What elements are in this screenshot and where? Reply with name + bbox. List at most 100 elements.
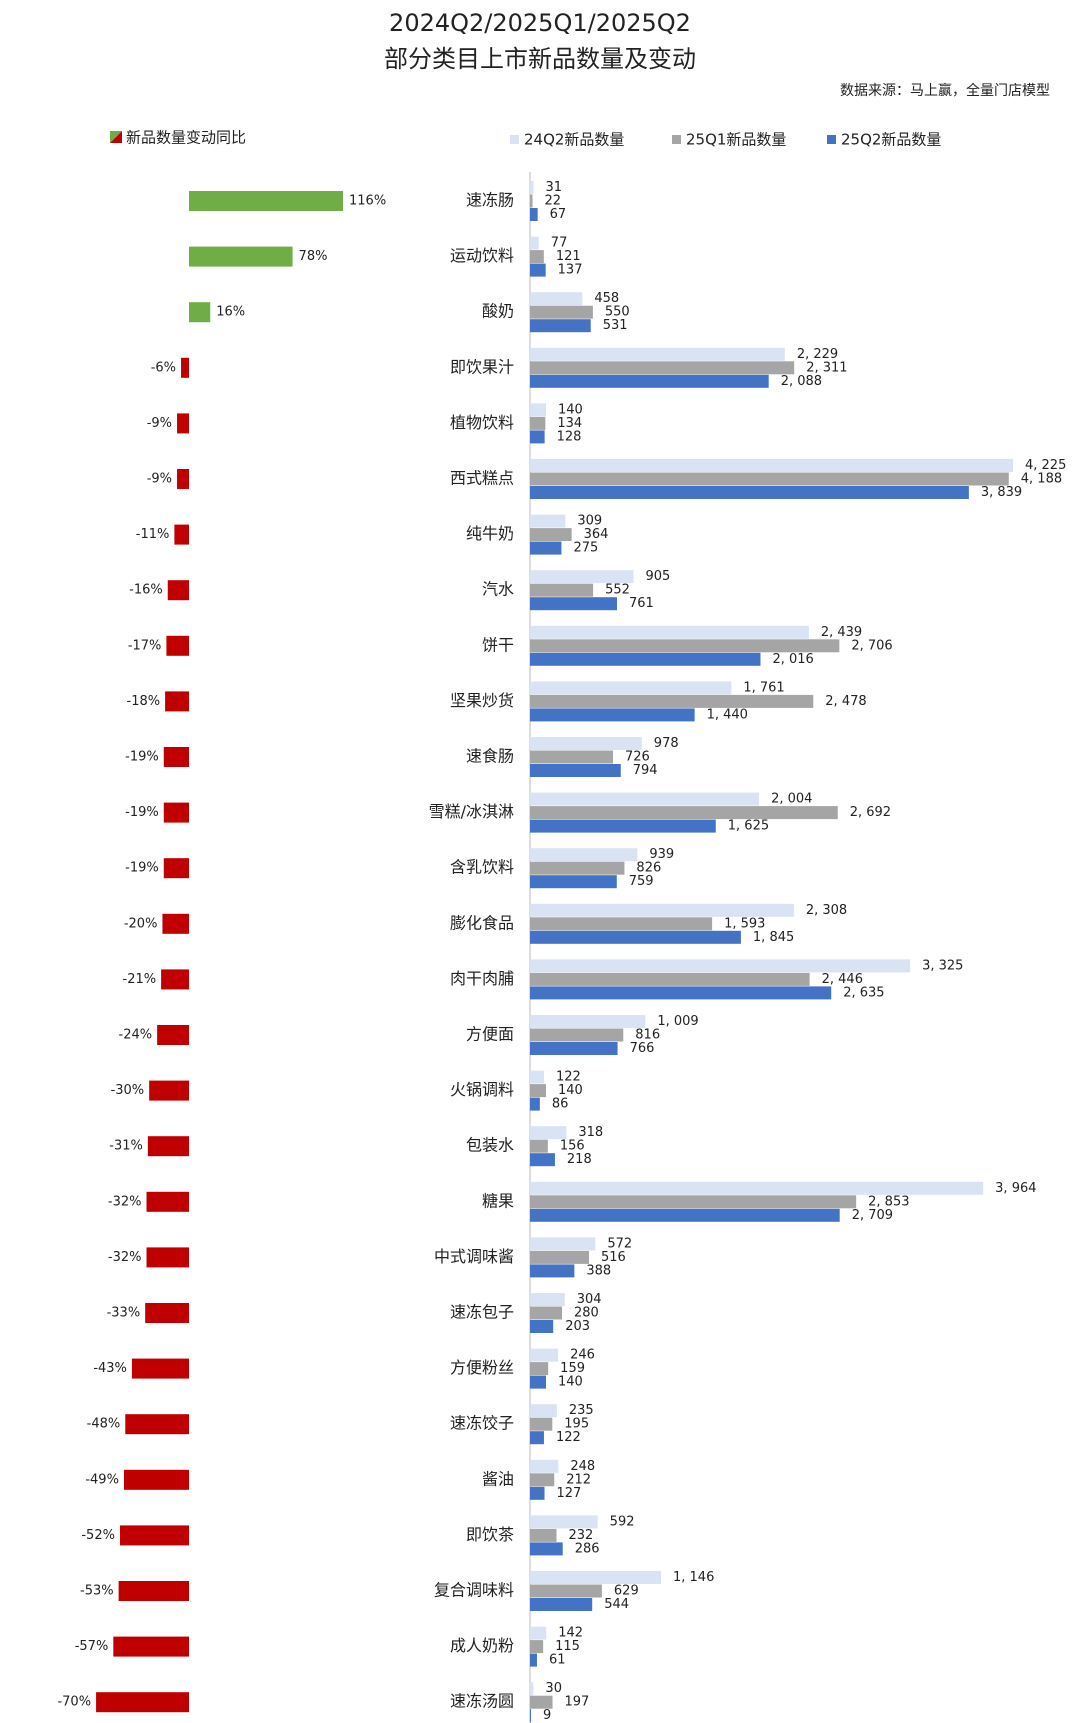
bar — [530, 319, 591, 333]
bar — [147, 1136, 189, 1157]
data-label: -32% — [108, 1194, 142, 1209]
category-label: 肉干肉脯 — [450, 969, 514, 988]
data-label: 458 — [594, 291, 619, 306]
data-label: 318 — [578, 1125, 603, 1140]
bar — [530, 1584, 602, 1598]
bar — [530, 1486, 545, 1500]
bar — [530, 1306, 563, 1320]
category-label: 速冻肠 — [466, 191, 514, 210]
bar — [123, 1469, 189, 1490]
data-label: 140 — [558, 402, 583, 417]
data-label: 122 — [556, 1070, 581, 1085]
bar — [162, 913, 189, 934]
data-label: 2, 709 — [852, 1208, 893, 1223]
data-label: 4, 188 — [1021, 472, 1062, 487]
bar — [530, 459, 1013, 472]
data-label: 142 — [558, 1626, 583, 1641]
data-label: -19% — [125, 750, 159, 765]
bar — [530, 1375, 547, 1389]
bar — [530, 208, 538, 221]
data-label: 304 — [577, 1292, 602, 1307]
category-label: 中式调味酱 — [434, 1247, 514, 1266]
bar — [530, 819, 716, 833]
bar — [118, 1581, 189, 1601]
data-label: 2, 635 — [843, 985, 884, 1000]
bar — [530, 1528, 557, 1542]
bar — [530, 430, 545, 444]
data-label: 159 — [560, 1361, 585, 1376]
bar — [530, 1084, 547, 1098]
data-label: 275 — [573, 541, 598, 556]
data-label: -52% — [81, 1528, 115, 1543]
bar — [530, 694, 814, 708]
data-label: 1, 009 — [657, 1014, 698, 1029]
data-label: 794 — [633, 763, 658, 778]
data-label: 246 — [570, 1348, 595, 1363]
bar — [530, 1126, 567, 1140]
bar — [530, 625, 809, 639]
bar — [530, 848, 638, 862]
bar — [530, 1515, 598, 1529]
data-label: 2, 446 — [822, 972, 863, 987]
data-label: 759 — [629, 874, 654, 889]
data-label: 2, 706 — [851, 638, 892, 653]
data-label: 2, 229 — [797, 347, 838, 362]
category-label: 糖果 — [482, 1191, 514, 1210]
data-label: -24% — [119, 1028, 153, 1043]
category-label: 包装水 — [466, 1136, 514, 1155]
bar — [530, 305, 593, 319]
data-label: -11% — [136, 527, 170, 542]
bar — [146, 1191, 189, 1212]
data-label: 248 — [570, 1459, 595, 1474]
data-label: -57% — [75, 1639, 109, 1654]
bar — [530, 737, 642, 750]
data-label: 86 — [552, 1097, 569, 1112]
category-label: 纯牛奶 — [466, 524, 514, 543]
bar — [530, 472, 1009, 486]
bar — [530, 1362, 549, 1376]
data-label: 67 — [550, 207, 567, 222]
data-label: 9 — [543, 1708, 551, 1723]
bar — [530, 1598, 593, 1611]
source-note: 数据来源：马上赢，全量门店模型 — [840, 82, 1050, 99]
category-label: 含乳饮料 — [450, 858, 514, 877]
bar — [131, 1358, 189, 1379]
category-label: 雪糕/冰淇淋 — [429, 802, 514, 821]
bar — [530, 361, 795, 375]
data-label: 516 — [601, 1250, 626, 1265]
data-label: 766 — [630, 1041, 655, 1056]
data-label: 761 — [629, 596, 654, 611]
data-label: 3, 325 — [922, 958, 963, 973]
data-label: 61 — [549, 1653, 566, 1668]
bar — [530, 1653, 537, 1667]
legend-label: 24Q2新品数量 — [524, 131, 624, 149]
bar — [530, 764, 621, 777]
bar — [166, 635, 189, 656]
data-label: 905 — [645, 569, 670, 584]
data-label: 1, 593 — [724, 916, 765, 931]
data-label: 16% — [216, 305, 245, 320]
data-label: 629 — [614, 1584, 639, 1599]
data-label: 309 — [577, 514, 602, 529]
data-label: 31 — [546, 180, 563, 195]
bar — [530, 1028, 624, 1042]
legend-label: 新品数量变动同比 — [126, 129, 246, 147]
bar — [163, 858, 189, 879]
data-label: 137 — [558, 263, 583, 278]
data-label: 197 — [565, 1695, 590, 1710]
data-label: 140 — [558, 1083, 583, 1098]
bar — [530, 1181, 984, 1195]
bar — [530, 1417, 553, 1431]
data-label: 2, 308 — [806, 903, 847, 918]
data-label: -19% — [125, 805, 159, 820]
data-label: 1, 625 — [728, 819, 769, 834]
data-label: 134 — [557, 416, 582, 431]
bar — [530, 1208, 840, 1222]
data-label: 122 — [556, 1430, 581, 1445]
category-label: 速冻汤圆 — [450, 1692, 514, 1711]
data-label: 140 — [558, 1375, 583, 1390]
data-label: 1, 845 — [753, 930, 794, 945]
data-label: -53% — [80, 1584, 114, 1599]
data-label: 3, 839 — [981, 485, 1022, 500]
